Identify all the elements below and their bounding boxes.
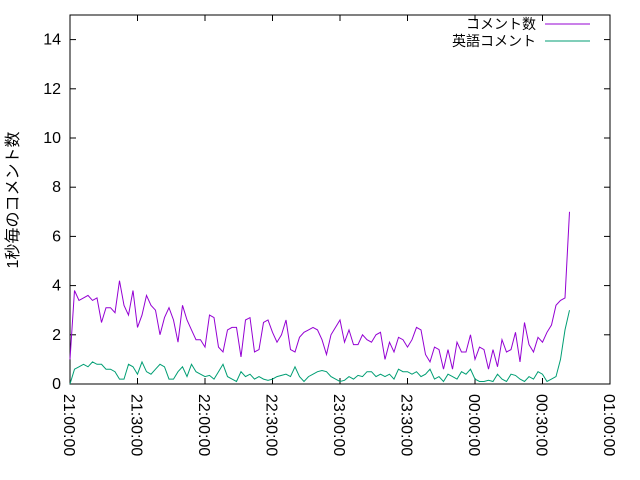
y-tick-label: 2 (52, 327, 61, 344)
series-lines (69, 211, 570, 385)
x-tick-label: 01:00:00 (600, 394, 617, 456)
x-tick-label: 23:30:00 (398, 394, 415, 456)
y-tick-label: 4 (52, 278, 61, 295)
x-tick-label: 23:00:00 (330, 394, 347, 456)
legend: コメント数 英語コメント (452, 16, 590, 49)
y-tick-label: 10 (43, 130, 61, 147)
series-line-english-comments (69, 310, 570, 385)
x-tick-label: 00:00:00 (465, 394, 482, 456)
x-tick-label: 21:30:00 (128, 394, 145, 456)
x-tick-label: 21:00:00 (60, 394, 77, 456)
y-tick-label: 0 (52, 376, 61, 393)
y-axis: 0 2 4 6 8 10 12 14 (43, 32, 610, 393)
series-line-comments (69, 211, 570, 370)
x-tick-label: 22:00:00 (195, 394, 212, 456)
legend-label-comments: コメント数 (466, 16, 536, 32)
plot-border (69, 14, 611, 385)
x-tick-label: 00:30:00 (533, 394, 550, 456)
x-axis: 21:00:00 21:30:00 22:00:00 22:30:00 23:00:00… (60, 15, 617, 456)
y-axis-label: 1秒毎のコメント数 (4, 132, 22, 269)
legend-label-english-comments: 英語コメント (452, 33, 536, 49)
y-tick-label: 14 (43, 32, 61, 49)
y-tick-label: 8 (52, 179, 61, 196)
y-tick-label: 12 (43, 81, 61, 98)
y-tick-label: 6 (52, 228, 61, 245)
x-tick-label: 22:30:00 (263, 394, 280, 456)
